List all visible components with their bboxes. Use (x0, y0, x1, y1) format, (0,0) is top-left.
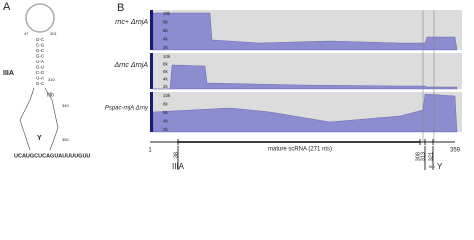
panel-label: B (117, 2, 124, 14)
y-tick-label: 6k (163, 28, 169, 33)
base-pair: U-A (36, 59, 44, 64)
axis-caption: mature scRNA (271 nts) (268, 147, 332, 153)
y-tick-label: 10k (163, 93, 171, 98)
y-tick-label: 2k (163, 84, 169, 89)
helix-label: IIIb (47, 92, 54, 98)
y-tick-label: 8k (163, 102, 169, 107)
y-tick-label: 6k (163, 69, 169, 74)
y-tick-label: 4k (163, 119, 169, 124)
track-name: rnc+ ΔrnjA (115, 19, 148, 26)
base-pair: G-C (36, 54, 45, 59)
site-name: IIIA (172, 162, 185, 171)
coverage (152, 12, 458, 51)
helix-label: Y (37, 135, 42, 142)
track-edge (150, 10, 153, 50)
stem: G-CC-GG-CG-CU-AG-UC-GU-AG-C (36, 37, 45, 86)
site-position: 38 (173, 152, 179, 158)
base-pair: G-C (36, 81, 45, 86)
track-edge (150, 53, 153, 89)
nt-number: 310 (48, 77, 55, 82)
nt-number: 301 (50, 31, 57, 36)
y-tick-label: 2k (163, 127, 169, 132)
y-tick-label: 2k (163, 45, 169, 50)
site-name: Y (437, 162, 443, 171)
nt-number: 350 (62, 137, 69, 142)
site-position: 308 (415, 152, 421, 161)
site-name: IIIb (429, 164, 435, 169)
axis-end: 359 (450, 148, 461, 154)
coverage (152, 93, 458, 133)
y-tick-label: 4k (163, 77, 169, 82)
site-position: 321 (428, 152, 434, 161)
loop (25, 3, 55, 33)
y-tick-label: 4k (163, 37, 169, 42)
track-name: Δrnc ΔrnjA (113, 62, 148, 69)
site-position: 313 (420, 152, 426, 161)
y-tick-label: 8k (163, 20, 169, 25)
base-pair: C-G (36, 70, 45, 75)
tracks: 10k 8k 6k 4k 2k rnc+ ΔrnjA 10k 8k 6k 4k 2k Δrnc Δrn… (105, 10, 462, 142)
base-pair: G-U (36, 65, 44, 70)
nt-number: 47 (24, 31, 29, 36)
track-name: Pspac-rnjA Δrny (105, 106, 149, 112)
base-pair: G-C (36, 37, 45, 42)
coverage (153, 64, 458, 90)
helix-label: IIIA (3, 70, 14, 77)
panel-label: A (3, 1, 11, 13)
backbone (19, 87, 59, 151)
sequence: UCAUGCUCAGUAUUUUGUU (14, 153, 90, 159)
axis-start: 1 (148, 148, 152, 154)
nt-number: 340 (62, 103, 69, 108)
y-tick-label: 8k (163, 62, 169, 67)
track-edge (150, 92, 153, 132)
base-pair: G-C (36, 48, 45, 53)
figure: A 47 301 G-CC-GG-CG-CU-AG-UC-GU-AG-C III… (3, 1, 462, 171)
base-pair: C-G (36, 43, 45, 48)
y-tick-label: 10k (163, 11, 171, 16)
y-tick-label: 6k (163, 110, 169, 115)
base-pair: U-A (36, 76, 44, 81)
y-tick-label: 10k (163, 54, 171, 59)
